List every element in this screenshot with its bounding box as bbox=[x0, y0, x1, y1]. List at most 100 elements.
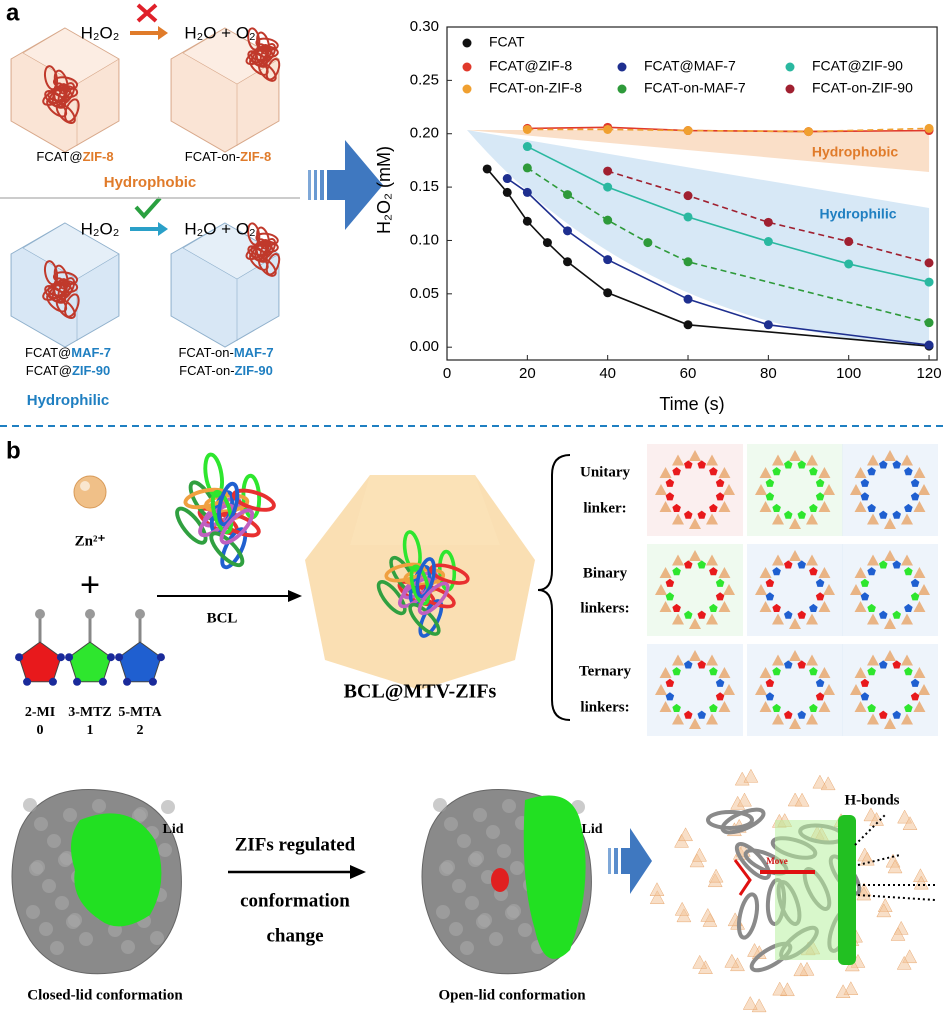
data-point bbox=[603, 124, 613, 134]
enzyme bbox=[259, 238, 277, 260]
framework-linker bbox=[772, 667, 781, 676]
surface-texture bbox=[465, 896, 479, 910]
cell-mof: ZIF-8 bbox=[240, 149, 271, 164]
framework-node bbox=[913, 601, 926, 612]
data-point bbox=[522, 216, 532, 226]
cell-mof: ZIF-8 bbox=[83, 149, 114, 164]
linker-type: Unitary bbox=[580, 464, 630, 480]
legend-marker bbox=[462, 38, 472, 48]
surface-texture bbox=[132, 809, 146, 823]
linker bbox=[118, 641, 162, 683]
data-point bbox=[844, 259, 854, 269]
framework-linker bbox=[904, 503, 913, 513]
process-label: ZIFs regulated bbox=[235, 834, 356, 855]
protein-ribbon bbox=[736, 892, 760, 940]
framework-node bbox=[854, 667, 867, 678]
framework-linker bbox=[715, 578, 725, 587]
framework-linker bbox=[860, 678, 870, 687]
cell-label: FCAT@ZIF-8 bbox=[36, 149, 113, 164]
surface-texture bbox=[468, 853, 482, 867]
decorations bbox=[0, 3, 945, 1013]
data-point bbox=[482, 164, 492, 174]
data-point bbox=[683, 191, 693, 201]
framework-node bbox=[835, 984, 851, 998]
framework-linker bbox=[904, 667, 913, 676]
y-tick-label: 0.00 bbox=[410, 338, 439, 355]
framework-node bbox=[794, 792, 810, 807]
lid bbox=[523, 795, 586, 959]
framework-node bbox=[659, 567, 672, 578]
data-point bbox=[522, 187, 532, 197]
framework-node bbox=[772, 613, 784, 625]
enzyme bbox=[43, 65, 59, 91]
framework-linker bbox=[772, 603, 781, 613]
linker-atom bbox=[156, 653, 165, 662]
arrow-stripe bbox=[608, 848, 611, 874]
framework-linker bbox=[809, 467, 818, 476]
framework-linker bbox=[809, 603, 818, 613]
framework-linker bbox=[765, 678, 775, 687]
data-point bbox=[563, 190, 573, 200]
data-point bbox=[563, 226, 573, 236]
framework-linker bbox=[772, 567, 781, 576]
active-site bbox=[491, 868, 509, 892]
protein-ribbon bbox=[203, 452, 224, 498]
framework-linker bbox=[715, 478, 725, 487]
legend-label: FCAT@ZIF-8 bbox=[489, 58, 572, 74]
framework-node bbox=[743, 768, 759, 783]
framework-linker bbox=[867, 603, 876, 613]
panel-label: b bbox=[6, 437, 21, 464]
linker-atom bbox=[35, 609, 45, 619]
framework-node bbox=[706, 654, 718, 666]
framework-linker bbox=[709, 603, 718, 613]
framework-node bbox=[854, 501, 867, 512]
annotation: Hydrophilic bbox=[819, 206, 896, 222]
legend-marker bbox=[617, 84, 627, 94]
linker-atom bbox=[135, 609, 145, 619]
framework-node bbox=[820, 776, 836, 791]
framework-linker bbox=[783, 510, 793, 519]
legend-label: FCAT bbox=[489, 34, 525, 50]
arrow-stripe bbox=[614, 848, 618, 874]
framework-linker bbox=[697, 510, 707, 519]
framework-linker bbox=[860, 492, 870, 501]
framework-node bbox=[789, 718, 801, 729]
framework-linker bbox=[867, 567, 876, 576]
linker-atom bbox=[48, 677, 57, 686]
linker-atom bbox=[106, 653, 115, 662]
process-label: change bbox=[267, 925, 324, 946]
linker-atom bbox=[73, 677, 82, 686]
protein-ribbon bbox=[384, 562, 426, 583]
framework-linker bbox=[672, 603, 681, 613]
protein-ribbon bbox=[417, 581, 450, 616]
surface-texture bbox=[121, 940, 135, 954]
framework-node bbox=[896, 955, 912, 970]
framework-node bbox=[887, 859, 903, 874]
lid bbox=[71, 813, 162, 927]
active-site bbox=[733, 859, 752, 896]
legend-marker bbox=[462, 84, 472, 94]
data-point bbox=[924, 340, 934, 350]
framework-linker bbox=[665, 492, 675, 501]
framework-node bbox=[854, 467, 867, 478]
framework-node bbox=[755, 584, 767, 595]
framework-linker bbox=[709, 567, 718, 576]
x-tick-label: 40 bbox=[599, 365, 616, 382]
framework-node bbox=[818, 601, 831, 612]
reactant: H₂O₂ bbox=[81, 219, 120, 238]
framework-node bbox=[823, 584, 835, 595]
framework-linker bbox=[797, 610, 807, 619]
zinc-ion bbox=[73, 475, 107, 509]
linker-type: linker: bbox=[583, 500, 626, 516]
framework-linker bbox=[904, 567, 913, 576]
framework-node bbox=[706, 713, 718, 725]
framework-linker bbox=[860, 578, 870, 587]
framework-linker bbox=[715, 592, 725, 601]
framework-linker bbox=[910, 692, 920, 701]
legend-marker bbox=[462, 62, 472, 72]
move-label: Move bbox=[766, 856, 788, 866]
framework-linker bbox=[797, 660, 807, 669]
framework-linker bbox=[797, 460, 807, 469]
protein-ribbon bbox=[231, 488, 276, 512]
framework-node bbox=[659, 601, 672, 612]
